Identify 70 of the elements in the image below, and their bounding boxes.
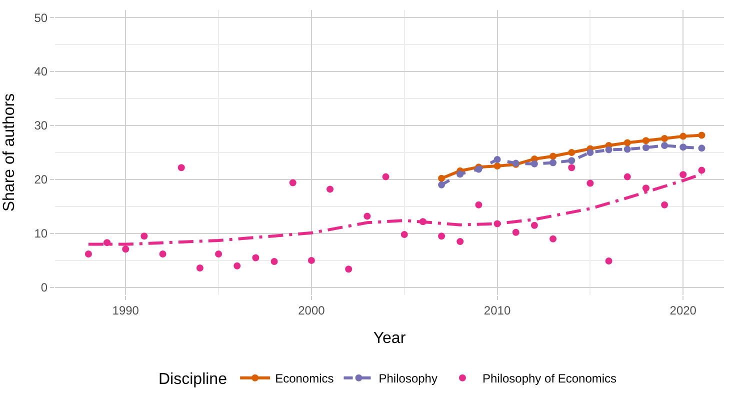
point [196,264,204,272]
point [605,257,612,264]
point [438,181,446,188]
point [289,179,296,186]
x-tick-label: 2020 [670,303,697,318]
point [642,137,650,144]
x-tick-label: 2000 [298,303,326,318]
x-axis-title: Year [373,330,406,348]
x-tick-label: 1990 [112,303,140,318]
point [530,160,538,168]
y-tick-label: 40 [34,64,48,79]
point [475,201,482,208]
point [661,134,668,142]
point [698,144,706,152]
point [680,171,687,178]
point [512,228,520,236]
point [624,139,631,146]
point [159,250,166,258]
point [400,231,408,238]
point [215,250,222,258]
point [382,173,390,180]
point [326,186,334,193]
point [234,262,241,270]
point [586,180,594,187]
point [550,152,557,160]
point [494,156,501,164]
y-axis-title: Share of authors [1,93,18,212]
point [530,222,538,229]
point [438,174,446,182]
y-tick-label: 30 [34,118,48,133]
point [568,149,576,156]
point [605,146,612,154]
point [178,164,185,172]
point [364,212,371,220]
point [661,201,668,208]
point [140,232,148,240]
point [84,250,92,258]
point [456,238,464,246]
point [661,142,668,149]
point [642,144,650,152]
point [122,246,130,253]
point [568,157,576,164]
point [456,170,464,178]
y-tick-label: 0 [40,280,48,295]
y-tick-label: 50 [34,10,48,25]
point [550,159,557,166]
point [642,184,650,192]
y-tick-label: 20 [34,172,48,187]
point [270,258,278,266]
point [698,132,706,139]
point [345,266,352,273]
point [680,132,687,140]
point [568,164,576,172]
point [624,173,631,180]
point [680,144,687,151]
point [550,235,557,242]
legend-label: Philosophy [378,372,438,386]
x-tick-label: 2010 [484,303,511,318]
point [624,146,631,153]
point [698,166,706,174]
point [252,254,260,262]
legend-title: Discipline [158,371,228,388]
legend-label: Philosophy of Economics [482,372,617,386]
point [104,239,111,246]
legend-label: Economics [275,372,334,386]
point [494,162,501,170]
point [438,232,446,240]
point [308,256,315,264]
point [586,149,594,156]
y-tick-label: 10 [34,226,48,241]
